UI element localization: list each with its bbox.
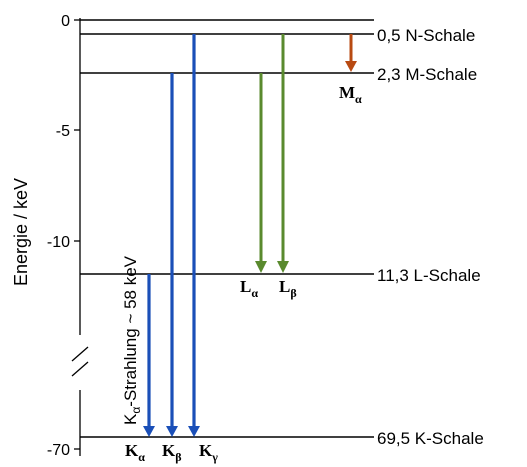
axis-tick-label-minus5: -5 [56,123,70,140]
label-l-beta: Lβ [279,277,297,300]
arrow-k-alpha [143,274,155,437]
label-k-gamma: Kγ [199,441,218,464]
level-label-n: 0,5 N-Schale [377,26,475,45]
axis-tick-label-0: 0 [61,13,70,30]
k-alpha-radiation-annotation: Kα-Strahlung ~ 58 keV [121,255,143,425]
axis-break-marks [71,346,89,377]
label-m-alpha: Mα [339,83,362,106]
axis-tick-label-minus70: -70 [47,442,70,459]
arrow-l-beta [277,34,289,273]
arrow-k-gamma [188,34,200,437]
arrow-k-beta [166,73,178,437]
level-label-m: 2,3 M-Schale [377,65,477,84]
axis-label: Energie / keV [11,178,31,286]
axis-tick-label-minus10: -10 [47,234,70,251]
level-label-k: 69,5 K-Schale [377,429,484,448]
label-k-beta: Kβ [162,441,182,464]
label-l-alpha: Lα [240,277,258,300]
label-k-alpha: Kα [125,441,145,464]
level-label-l: 11,3 L-Schale [377,266,481,285]
arrow-l-alpha [255,73,267,273]
arrow-m-alpha [345,34,357,72]
